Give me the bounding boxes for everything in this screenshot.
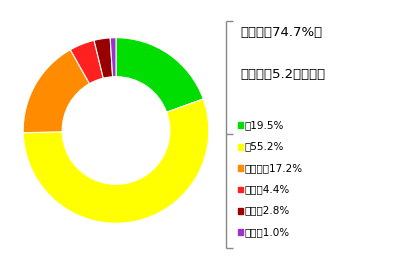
- Text: 中度污4.4%: 中度污4.4%: [244, 184, 290, 194]
- Wedge shape: [110, 38, 116, 77]
- Wedge shape: [23, 99, 209, 223]
- Text: 儯良天比74.7%，: 儯良天比74.7%，: [240, 26, 322, 39]
- Text: 轻度污柗17.2%: 轻度污柗17.2%: [244, 163, 302, 173]
- Wedge shape: [70, 40, 103, 84]
- Text: 同比上升5.2个百分点: 同比上升5.2个百分点: [240, 68, 325, 81]
- Wedge shape: [94, 38, 113, 78]
- Text: 严重污1.0%: 严重污1.0%: [244, 227, 289, 237]
- Text: 艧55.2%: 艧55.2%: [244, 141, 284, 151]
- Text: 儤19.5%: 儤19.5%: [244, 120, 284, 130]
- Wedge shape: [116, 38, 203, 112]
- Wedge shape: [23, 50, 90, 133]
- Text: 重度污2.8%: 重度污2.8%: [244, 206, 290, 216]
